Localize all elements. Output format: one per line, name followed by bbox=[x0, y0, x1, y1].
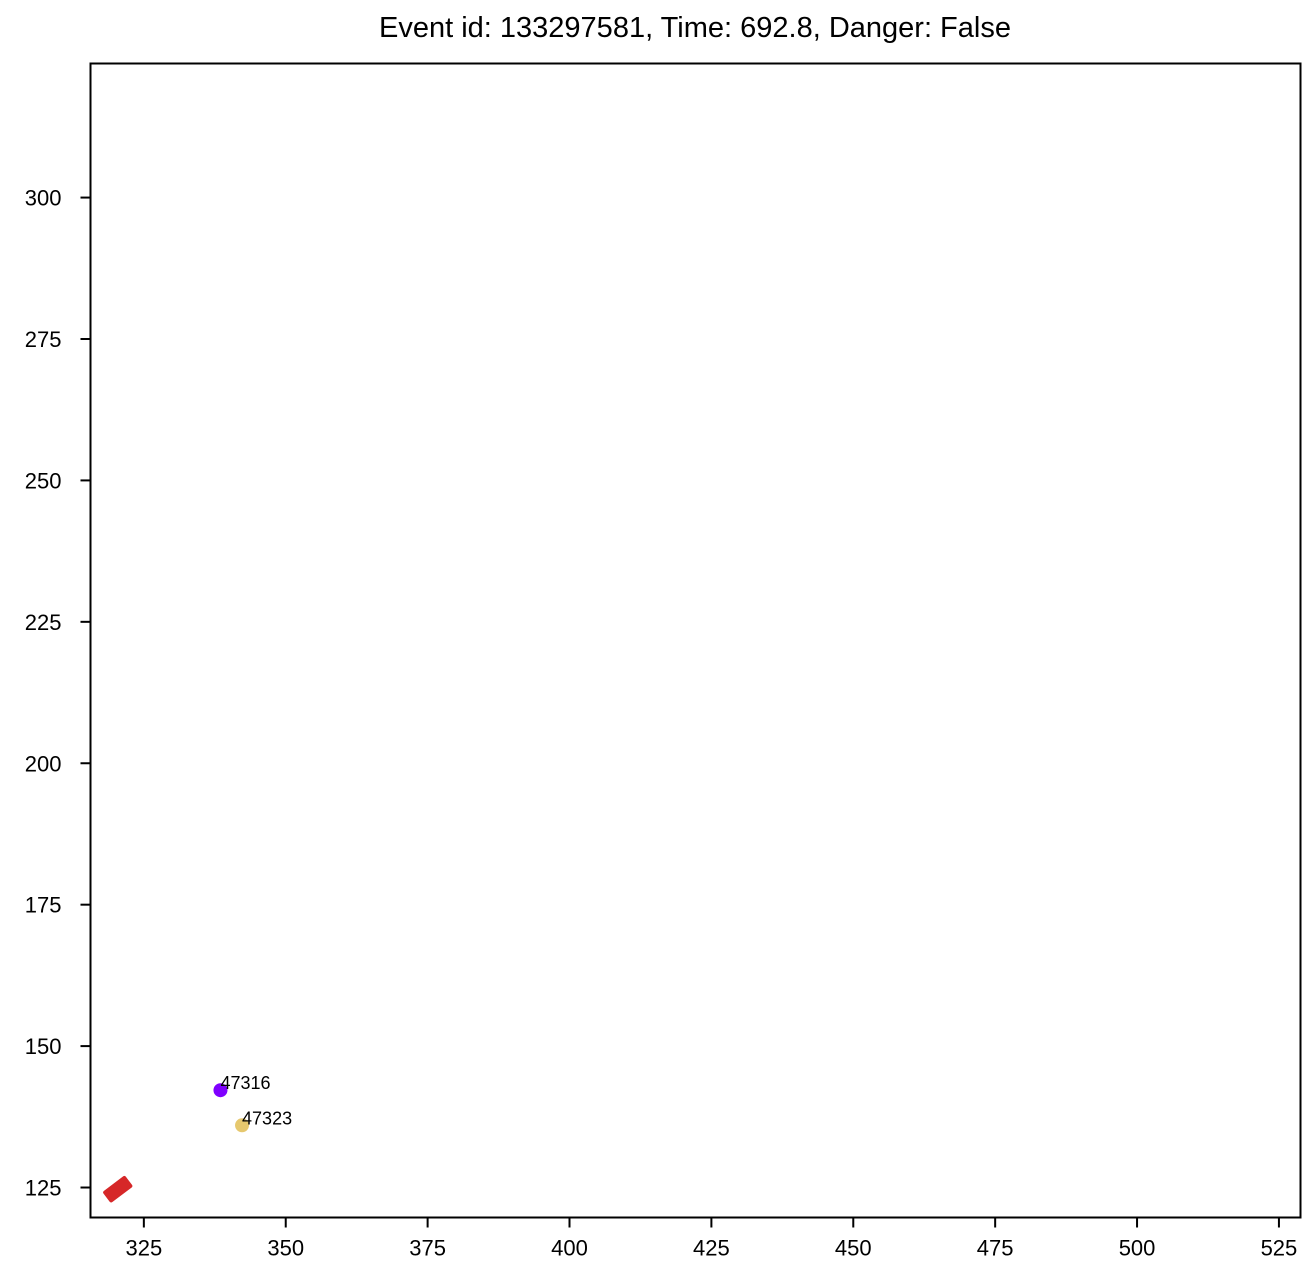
x-tick-label: 450 bbox=[835, 1236, 872, 1261]
point-id-label: 47316 bbox=[220, 1073, 270, 1093]
y-tick-label: 300 bbox=[25, 186, 62, 211]
y-tick-label: 175 bbox=[25, 893, 62, 918]
x-tick-label: 325 bbox=[125, 1236, 162, 1261]
x-axis: 325 350 375 400 425 450 475 500 525 bbox=[125, 1217, 1298, 1261]
point-id-label: 47323 bbox=[242, 1108, 292, 1128]
chart-title: Event id: 133297581, Time: 692.8, Danger… bbox=[379, 12, 1011, 44]
data-point bbox=[235, 1118, 250, 1133]
y-tick-label: 250 bbox=[25, 468, 62, 493]
x-tick-label: 375 bbox=[409, 1236, 446, 1261]
plot-marks: 47316 47323 bbox=[103, 1073, 292, 1203]
x-tick-label: 425 bbox=[693, 1236, 730, 1261]
plot-area-frame bbox=[89, 62, 1302, 1219]
ego-vehicle-marker bbox=[103, 1176, 133, 1203]
x-tick-label: 525 bbox=[1261, 1236, 1298, 1261]
y-tick-label: 200 bbox=[25, 751, 62, 776]
y-axis: 125 150 175 200 225 250 275 300 bbox=[25, 186, 91, 1201]
data-point bbox=[213, 1083, 228, 1098]
x-tick-label: 400 bbox=[551, 1236, 588, 1261]
y-tick-label: 275 bbox=[25, 327, 62, 352]
y-tick-label: 150 bbox=[25, 1034, 62, 1059]
y-tick-label: 125 bbox=[25, 1176, 62, 1201]
x-tick-label: 350 bbox=[267, 1236, 304, 1261]
x-tick-label: 500 bbox=[1119, 1236, 1156, 1261]
x-tick-label: 475 bbox=[977, 1236, 1014, 1261]
y-tick-label: 225 bbox=[25, 610, 62, 635]
